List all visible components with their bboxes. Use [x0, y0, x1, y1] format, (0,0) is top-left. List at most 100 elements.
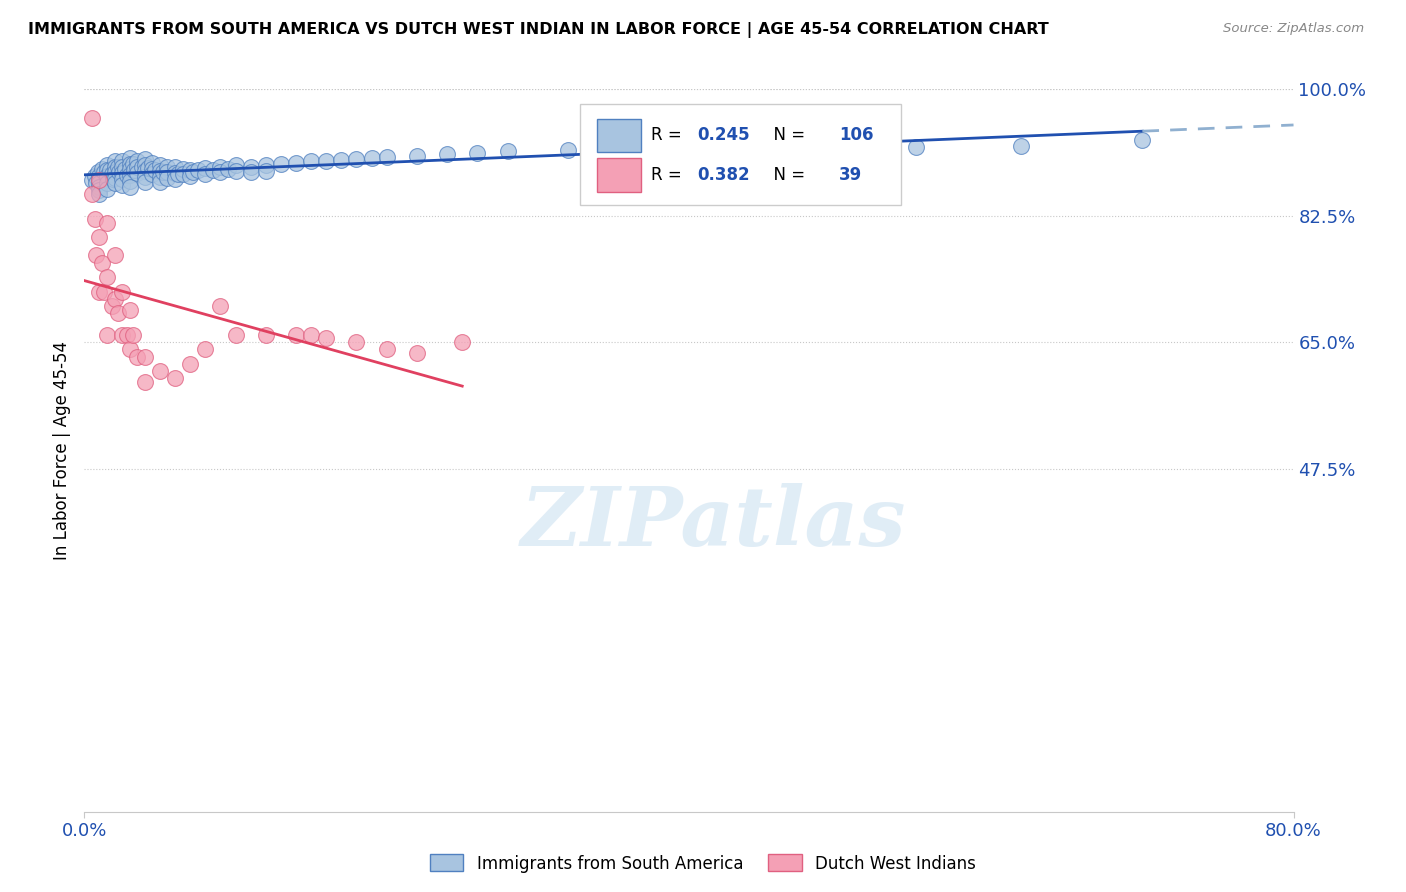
Point	[145, 163, 167, 178]
Point	[496, 145, 519, 159]
Point	[89, 230, 111, 244]
Point	[406, 346, 429, 360]
Point	[101, 171, 124, 186]
Point	[165, 160, 187, 174]
Point	[98, 163, 121, 178]
Text: IMMIGRANTS FROM SOUTH AMERICA VS DUTCH WEST INDIAN IN LABOR FORCE | AGE 45-54 CO: IMMIGRANTS FROM SOUTH AMERICA VS DUTCH W…	[28, 22, 1049, 38]
Point	[181, 165, 204, 179]
Point	[172, 161, 194, 176]
Point	[1011, 138, 1033, 153]
Point	[156, 165, 179, 179]
Point	[149, 175, 172, 189]
Point	[187, 163, 209, 178]
Point	[165, 371, 187, 385]
Point	[134, 375, 156, 389]
Point	[156, 171, 179, 186]
Point	[217, 161, 239, 176]
Text: 0.382: 0.382	[697, 166, 749, 184]
Text: Source: ZipAtlas.com: Source: ZipAtlas.com	[1223, 22, 1364, 36]
Point	[134, 153, 156, 167]
Point	[134, 350, 156, 364]
Point	[86, 248, 108, 262]
Point	[118, 179, 141, 194]
Point	[89, 285, 111, 299]
Point	[100, 168, 122, 182]
Point	[118, 156, 141, 170]
Point	[149, 364, 172, 378]
Point	[557, 143, 579, 157]
Point	[127, 166, 149, 180]
Legend: Immigrants from South America, Dutch West Indians: Immigrants from South America, Dutch Wes…	[423, 847, 983, 880]
Point	[1130, 133, 1153, 147]
Point	[209, 165, 232, 179]
Point	[104, 176, 127, 190]
Point	[375, 343, 398, 357]
Point	[152, 165, 174, 179]
Point	[254, 327, 277, 342]
Point	[467, 145, 489, 160]
Text: 39: 39	[839, 166, 862, 184]
Point	[830, 137, 852, 152]
Point	[375, 150, 398, 164]
Point	[239, 160, 262, 174]
Point	[114, 162, 136, 177]
Point	[134, 169, 156, 184]
Point	[149, 169, 172, 184]
Point	[134, 164, 156, 178]
Point	[254, 158, 277, 172]
Text: N =: N =	[762, 166, 810, 184]
Point	[122, 163, 145, 178]
FancyBboxPatch shape	[598, 119, 641, 152]
Point	[89, 183, 111, 197]
Point	[96, 158, 118, 172]
Point	[107, 160, 129, 174]
Point	[201, 163, 224, 178]
Point	[104, 171, 127, 186]
Point	[96, 176, 118, 190]
Point	[115, 327, 138, 342]
Point	[127, 350, 149, 364]
Point	[93, 285, 115, 299]
Point	[111, 327, 134, 342]
Point	[209, 299, 232, 313]
Text: N =: N =	[762, 127, 810, 145]
Point	[904, 140, 927, 154]
Point	[93, 165, 115, 179]
Point	[89, 172, 111, 186]
Point	[285, 327, 308, 342]
Point	[141, 168, 163, 182]
Point	[254, 164, 277, 178]
Point	[118, 151, 141, 165]
Point	[194, 343, 217, 357]
Point	[100, 299, 122, 313]
Point	[225, 158, 247, 172]
Point	[118, 174, 141, 188]
FancyBboxPatch shape	[598, 158, 641, 192]
Point	[149, 158, 172, 172]
Point	[80, 111, 103, 125]
Point	[225, 164, 247, 178]
Point	[602, 141, 624, 155]
Text: 0.245: 0.245	[697, 127, 749, 145]
Point	[89, 176, 111, 190]
Point	[104, 292, 127, 306]
Point	[179, 163, 201, 178]
Point	[96, 270, 118, 285]
Point	[118, 343, 141, 357]
Point	[115, 168, 138, 182]
Point	[96, 163, 118, 178]
Point	[111, 154, 134, 169]
Point	[149, 164, 172, 178]
Point	[118, 168, 141, 182]
Point	[121, 327, 143, 342]
Point	[141, 161, 163, 176]
Point	[104, 248, 127, 262]
Point	[179, 169, 201, 183]
Point	[315, 154, 337, 169]
Point	[107, 306, 129, 320]
Point	[91, 255, 114, 269]
Point	[80, 172, 103, 186]
Point	[111, 160, 134, 174]
Point	[91, 161, 114, 176]
Point	[111, 166, 134, 180]
